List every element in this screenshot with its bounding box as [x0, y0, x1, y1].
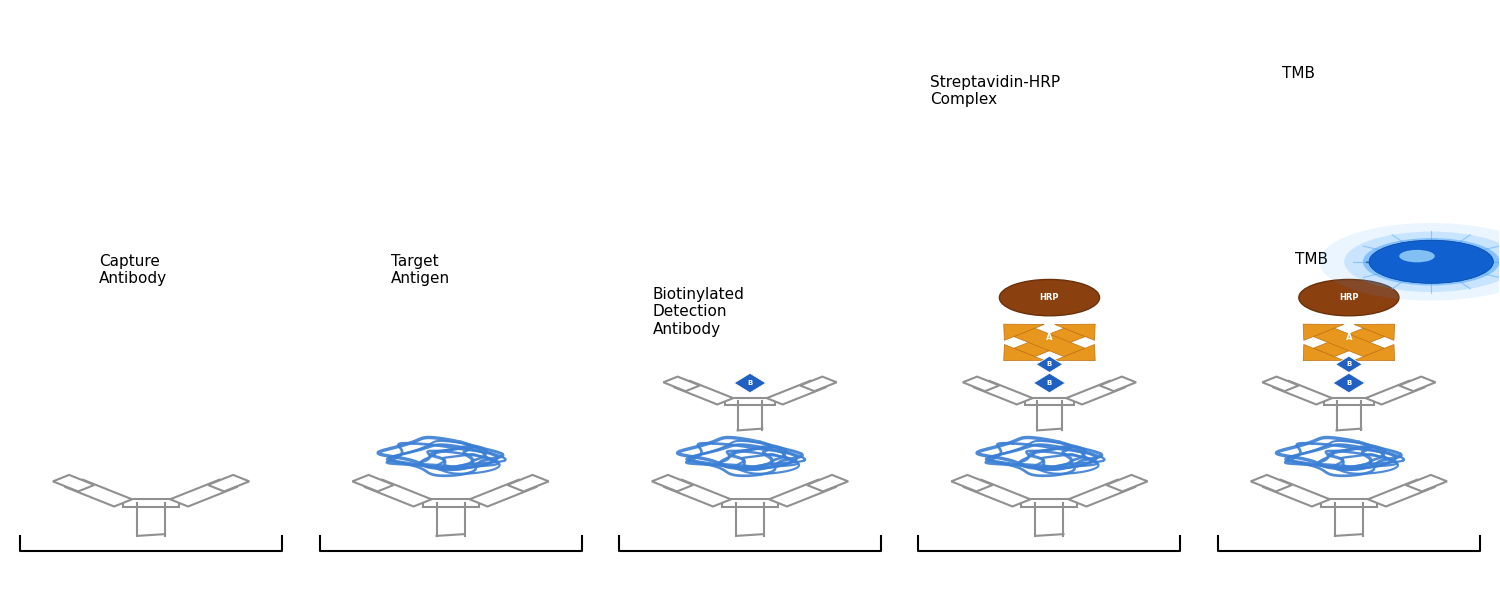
Polygon shape	[1004, 324, 1044, 340]
Polygon shape	[1106, 475, 1148, 491]
Polygon shape	[1263, 479, 1330, 506]
Polygon shape	[951, 475, 993, 491]
Polygon shape	[470, 479, 537, 506]
Polygon shape	[1368, 479, 1436, 506]
Polygon shape	[974, 381, 1032, 404]
Bar	[1022, 499, 1077, 507]
Polygon shape	[170, 479, 237, 506]
Polygon shape	[1334, 373, 1365, 392]
Polygon shape	[674, 381, 734, 404]
Bar	[1322, 499, 1377, 507]
Polygon shape	[1054, 344, 1095, 361]
Text: TMB: TMB	[1281, 65, 1314, 80]
Ellipse shape	[1364, 238, 1500, 286]
Ellipse shape	[1370, 240, 1494, 283]
Bar	[123, 499, 178, 507]
Polygon shape	[1036, 356, 1062, 373]
Text: B: B	[1347, 380, 1352, 386]
Bar	[423, 499, 478, 507]
Text: Biotinylated
Detection
Antibody: Biotinylated Detection Antibody	[652, 287, 744, 337]
Polygon shape	[1336, 356, 1362, 373]
Polygon shape	[663, 479, 730, 506]
Polygon shape	[1068, 479, 1136, 506]
Ellipse shape	[1299, 280, 1400, 316]
Text: HRP: HRP	[1040, 293, 1059, 302]
Ellipse shape	[1344, 232, 1500, 292]
Polygon shape	[352, 475, 395, 491]
Text: Capture
Antibody: Capture Antibody	[99, 254, 166, 286]
Text: Streptavidin-HRP
Complex: Streptavidin-HRP Complex	[930, 75, 1060, 107]
Text: B: B	[1047, 380, 1052, 386]
Polygon shape	[734, 373, 766, 392]
Polygon shape	[770, 479, 837, 506]
Polygon shape	[1314, 328, 1384, 356]
Polygon shape	[807, 475, 847, 491]
Polygon shape	[766, 381, 826, 404]
Polygon shape	[209, 475, 249, 491]
Polygon shape	[800, 377, 837, 391]
Bar	[722, 499, 778, 507]
Polygon shape	[1066, 381, 1126, 404]
Polygon shape	[1014, 328, 1084, 356]
Ellipse shape	[1320, 223, 1500, 301]
Polygon shape	[1354, 344, 1395, 361]
Text: Target
Antigen: Target Antigen	[390, 254, 450, 286]
Polygon shape	[1354, 324, 1395, 340]
Polygon shape	[1400, 377, 1435, 391]
Bar	[726, 398, 774, 404]
Text: A: A	[1346, 332, 1352, 341]
Polygon shape	[53, 475, 94, 491]
Polygon shape	[1263, 377, 1299, 391]
Polygon shape	[364, 479, 432, 506]
Text: A: A	[1046, 332, 1053, 341]
Polygon shape	[1406, 475, 1447, 491]
Polygon shape	[1304, 344, 1344, 361]
Polygon shape	[1314, 328, 1384, 356]
Polygon shape	[652, 475, 693, 491]
Text: HRP: HRP	[1340, 293, 1359, 302]
Polygon shape	[1034, 373, 1065, 392]
Polygon shape	[963, 377, 999, 391]
Polygon shape	[1054, 324, 1095, 340]
Text: TMB: TMB	[1294, 253, 1328, 268]
Bar	[1324, 398, 1374, 404]
Polygon shape	[1014, 328, 1084, 356]
Ellipse shape	[999, 280, 1100, 316]
Polygon shape	[963, 479, 1030, 506]
Polygon shape	[663, 377, 700, 391]
Text: B: B	[747, 380, 753, 386]
Text: B: B	[1347, 361, 1352, 367]
Polygon shape	[1365, 381, 1425, 404]
Polygon shape	[1272, 381, 1332, 404]
Polygon shape	[1100, 377, 1136, 391]
Ellipse shape	[1400, 250, 1435, 262]
Polygon shape	[1304, 324, 1344, 340]
Polygon shape	[1251, 475, 1292, 491]
Bar	[1024, 398, 1074, 404]
Text: B: B	[1047, 361, 1052, 367]
Polygon shape	[507, 475, 549, 491]
Polygon shape	[64, 479, 132, 506]
Polygon shape	[1004, 344, 1044, 361]
